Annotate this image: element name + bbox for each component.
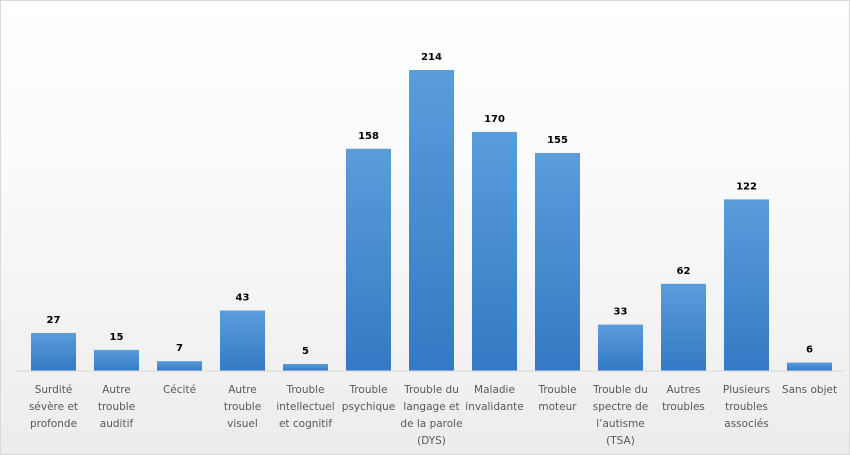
category-label-10: Autres troubles bbox=[662, 384, 705, 413]
category-label-line: Trouble bbox=[285, 384, 324, 396]
category-label-2: Cécité bbox=[163, 384, 196, 396]
category-label-line: (DYS) bbox=[417, 435, 446, 447]
category-label-line: associés bbox=[724, 418, 768, 430]
category-label-line: l’autisme bbox=[596, 418, 645, 430]
category-label-line: langage et bbox=[403, 401, 459, 413]
category-label-0: Surdité sévère et profonde bbox=[29, 384, 78, 430]
bar-4 bbox=[283, 363, 328, 371]
bar-11 bbox=[724, 199, 769, 371]
category-label-line: psychique bbox=[342, 401, 395, 413]
category-label-8: Trouble moteur bbox=[537, 384, 577, 413]
category-label-line: trouble bbox=[224, 401, 261, 413]
category-label-5: Trouble psychique bbox=[342, 384, 395, 413]
data-label-11: 122 bbox=[736, 181, 757, 192]
category-label-line: (TSA) bbox=[606, 435, 635, 447]
category-label-line: sévère et bbox=[29, 401, 78, 413]
data-label-8: 155 bbox=[547, 135, 568, 146]
category-label-line: de la parole bbox=[400, 418, 462, 430]
category-label-12: Sans objet bbox=[782, 384, 837, 396]
category-label-line: visuel bbox=[227, 418, 258, 430]
category-label-line: troubles bbox=[725, 401, 768, 413]
category-label-line: Autre bbox=[228, 384, 257, 396]
category-label-line: Trouble du bbox=[592, 384, 648, 396]
category-label-line: troubles bbox=[662, 401, 705, 413]
bar-8 bbox=[535, 152, 580, 371]
data-label-9: 33 bbox=[614, 307, 628, 318]
data-label-4: 5 bbox=[302, 346, 309, 357]
category-label-line: Plusieurs bbox=[723, 384, 770, 396]
category-label-line: Trouble du bbox=[403, 384, 459, 396]
bar-0 bbox=[31, 333, 76, 371]
category-label-4: Trouble intellectuel et cognitif bbox=[276, 384, 334, 430]
bar-5 bbox=[346, 148, 391, 371]
data-label-12: 6 bbox=[806, 345, 813, 356]
category-label-line: invalidante bbox=[465, 401, 523, 413]
category-label-line: profonde bbox=[30, 418, 77, 430]
category-label-line: spectre de bbox=[593, 401, 649, 413]
bar-7 bbox=[472, 131, 517, 371]
category-label-6: Trouble du langage et de la parole (DYS) bbox=[400, 384, 462, 447]
bar-3 bbox=[220, 310, 265, 371]
category-label-line: Surdité bbox=[35, 384, 73, 396]
category-label-line: et cognitif bbox=[279, 418, 332, 430]
category-label-3: Autre trouble visuel bbox=[224, 384, 261, 430]
data-label-1: 15 bbox=[110, 332, 124, 343]
data-label-5: 158 bbox=[358, 131, 379, 142]
category-label-line: auditif bbox=[100, 418, 134, 430]
category-label-9: Trouble du spectre de l’autisme (TSA) bbox=[592, 384, 648, 447]
bar-6 bbox=[409, 70, 454, 371]
data-label-3: 43 bbox=[236, 293, 250, 304]
category-label-line: Autre bbox=[102, 384, 131, 396]
bar-9 bbox=[598, 324, 643, 371]
category-label-1: Autre trouble auditif bbox=[98, 384, 135, 430]
category-label-line: Trouble bbox=[537, 384, 576, 396]
category-label-line: Maladie bbox=[474, 384, 515, 396]
category-label-line: trouble bbox=[98, 401, 135, 413]
data-label-6: 214 bbox=[421, 52, 442, 63]
category-label-line: moteur bbox=[538, 401, 577, 413]
data-label-10: 62 bbox=[677, 266, 691, 277]
category-label-line: Trouble bbox=[348, 384, 387, 396]
category-label-7: Maladie invalidante bbox=[465, 384, 523, 413]
category-label-line: Autres bbox=[667, 384, 701, 396]
category-label-line: Sans objet bbox=[782, 384, 837, 396]
category-label-line: Cécité bbox=[163, 384, 196, 396]
category-label-11: Plusieurs troubles associés bbox=[723, 384, 770, 430]
bar-12 bbox=[787, 362, 832, 371]
data-label-7: 170 bbox=[484, 114, 505, 125]
bar-2 bbox=[157, 361, 202, 371]
bar-1 bbox=[94, 349, 139, 371]
category-label-line: intellectuel bbox=[276, 401, 334, 413]
data-label-0: 27 bbox=[47, 315, 61, 326]
data-label-2: 7 bbox=[176, 343, 183, 354]
bar-10 bbox=[661, 283, 706, 371]
